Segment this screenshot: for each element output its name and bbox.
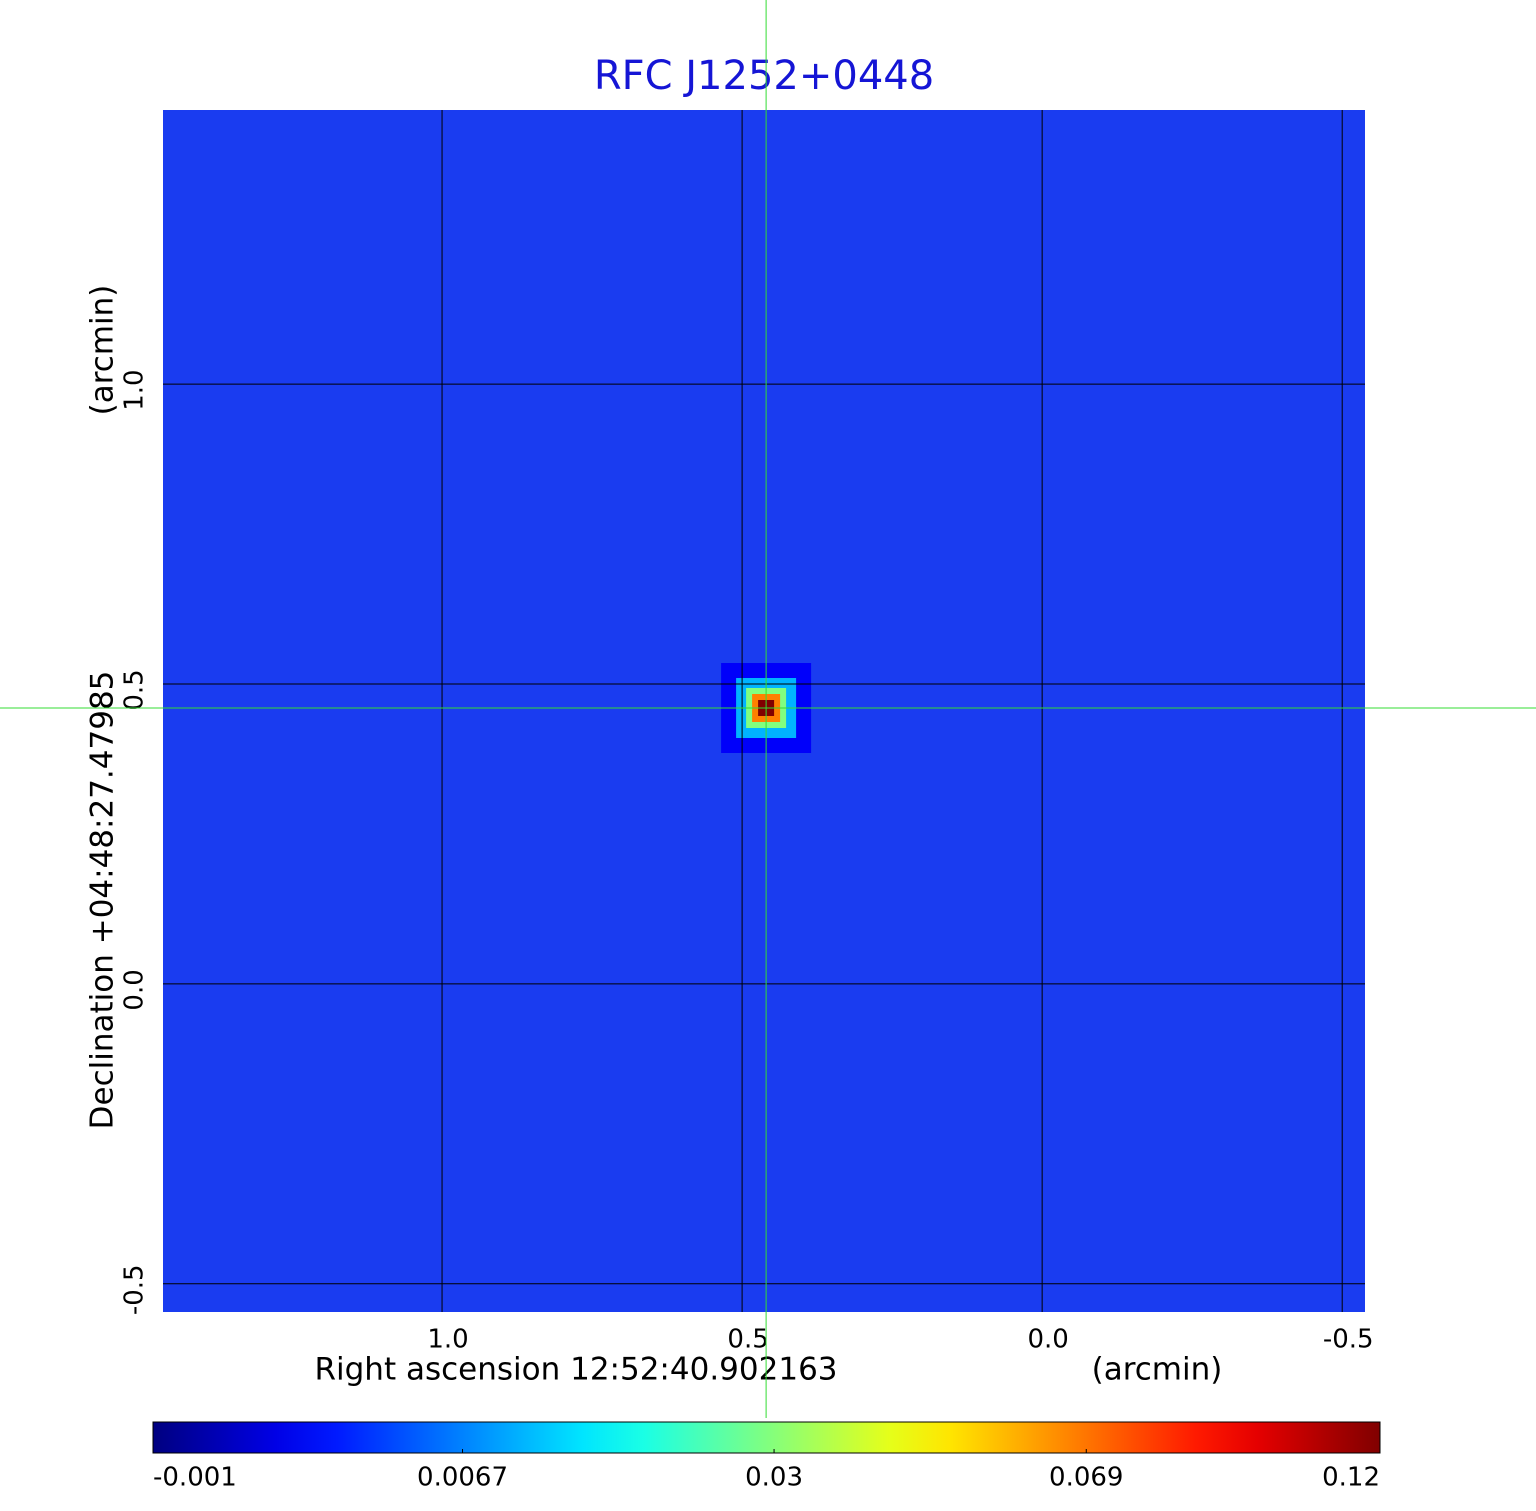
y-tick-label: 0.5 xyxy=(120,669,150,710)
colorbar-tick-label: 0.03 xyxy=(745,1463,803,1493)
y-axis-label: Declination +04:48:27.47985 xyxy=(85,671,121,1130)
y-tick-label: -0.5 xyxy=(120,1264,150,1315)
y-axis-unit: (arcmin) xyxy=(85,285,121,416)
colorbar-tick-label: -0.001 xyxy=(153,1463,237,1493)
x-tick-label: 0.5 xyxy=(727,1325,768,1355)
x-axis-label: Right ascension 12:52:40.902163 xyxy=(314,1352,837,1388)
colorbar-tick-label: 0.0067 xyxy=(417,1463,508,1493)
x-axis-unit: (arcmin) xyxy=(1092,1352,1223,1388)
x-tick-label: -0.5 xyxy=(1323,1325,1374,1355)
y-tick-label: 1.0 xyxy=(120,369,150,410)
title: RFC J1252+0448 xyxy=(594,53,934,99)
x-tick-label: 1.0 xyxy=(427,1325,468,1355)
colorbar-tick-label: 0.12 xyxy=(1322,1463,1380,1493)
y-tick-label: 0.0 xyxy=(120,969,150,1010)
colorbar xyxy=(152,1421,1381,1454)
colorbar-tick-label: 0.069 xyxy=(1049,1463,1123,1493)
x-tick-label: 0.0 xyxy=(1027,1325,1068,1355)
